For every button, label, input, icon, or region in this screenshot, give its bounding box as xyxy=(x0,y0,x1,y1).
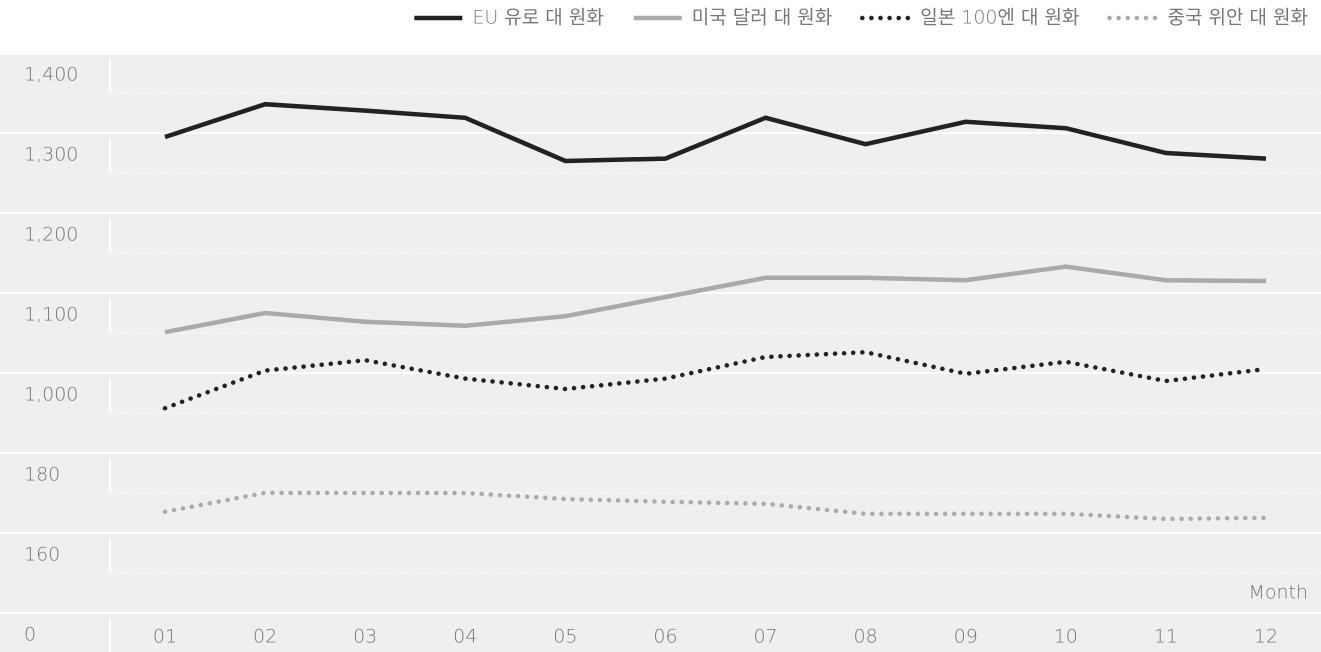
x-tick-label: 09 xyxy=(954,626,978,648)
legend-label: 미국 달러 대 원화 xyxy=(692,7,832,29)
x-tick-label: 03 xyxy=(353,626,377,648)
x-tick-label: 10 xyxy=(1054,626,1078,648)
x-tick-label: 12 xyxy=(1254,626,1278,648)
legend-label: 중국 위안 대 원화 xyxy=(1168,7,1308,29)
line-series xyxy=(164,101,1267,164)
legend-label: 일본 100엔 대 원화 xyxy=(920,7,1079,29)
x-tick-label: 07 xyxy=(753,626,777,648)
x-tick-label: 06 xyxy=(653,626,677,648)
x-tick-label: 01 xyxy=(153,626,177,648)
line-series xyxy=(164,264,1267,335)
y-tick-label: 1,400 xyxy=(24,64,78,86)
x-axis-label: Month xyxy=(1248,582,1308,604)
y-tick-label: 160 xyxy=(24,544,60,566)
y-tick-label: 1,200 xyxy=(24,224,78,246)
x-tick-label: 05 xyxy=(553,626,577,648)
y-tick-label: 180 xyxy=(24,464,60,486)
x-tick-label: 04 xyxy=(453,626,477,648)
legend-label: EU 유로 대 원화 xyxy=(472,7,603,29)
x-tick-label: 11 xyxy=(1154,626,1178,648)
x-tick-label: 02 xyxy=(253,626,277,648)
y-tick-label: 0 xyxy=(24,624,36,646)
y-tick-label: 1,300 xyxy=(24,144,78,166)
x-tick-label: 08 xyxy=(854,626,878,648)
line-series xyxy=(162,490,1269,522)
y-tick-label: 1,000 xyxy=(24,384,78,406)
y-tick-label: 1,100 xyxy=(24,304,78,326)
line-series xyxy=(162,349,1269,411)
plot-background xyxy=(0,55,1321,652)
